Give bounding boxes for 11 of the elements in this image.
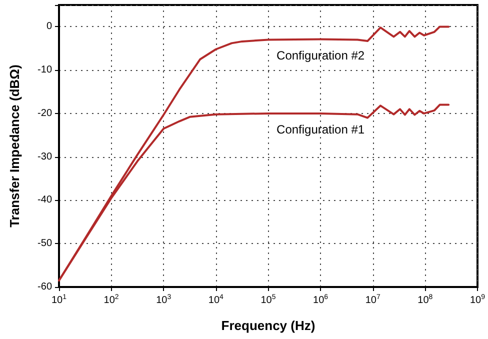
y-tick-label: -50 (38, 238, 52, 250)
x-axis-title: Frequency (Hz) (221, 318, 316, 333)
y-tick-label: -10 (38, 64, 52, 76)
y-tick-label: -30 (38, 151, 52, 162)
y-tick-label: -20 (38, 108, 52, 119)
y-tick-label: -60 (38, 282, 52, 292)
y-tick-label: -40 (38, 194, 52, 206)
series-label: Configuration #1 (276, 122, 365, 136)
series-label: Configuration #2 (276, 48, 365, 62)
y-axis-title: Transfer Impedance (dBΩ) (7, 64, 22, 228)
y-tick-label: 0 (46, 21, 52, 32)
